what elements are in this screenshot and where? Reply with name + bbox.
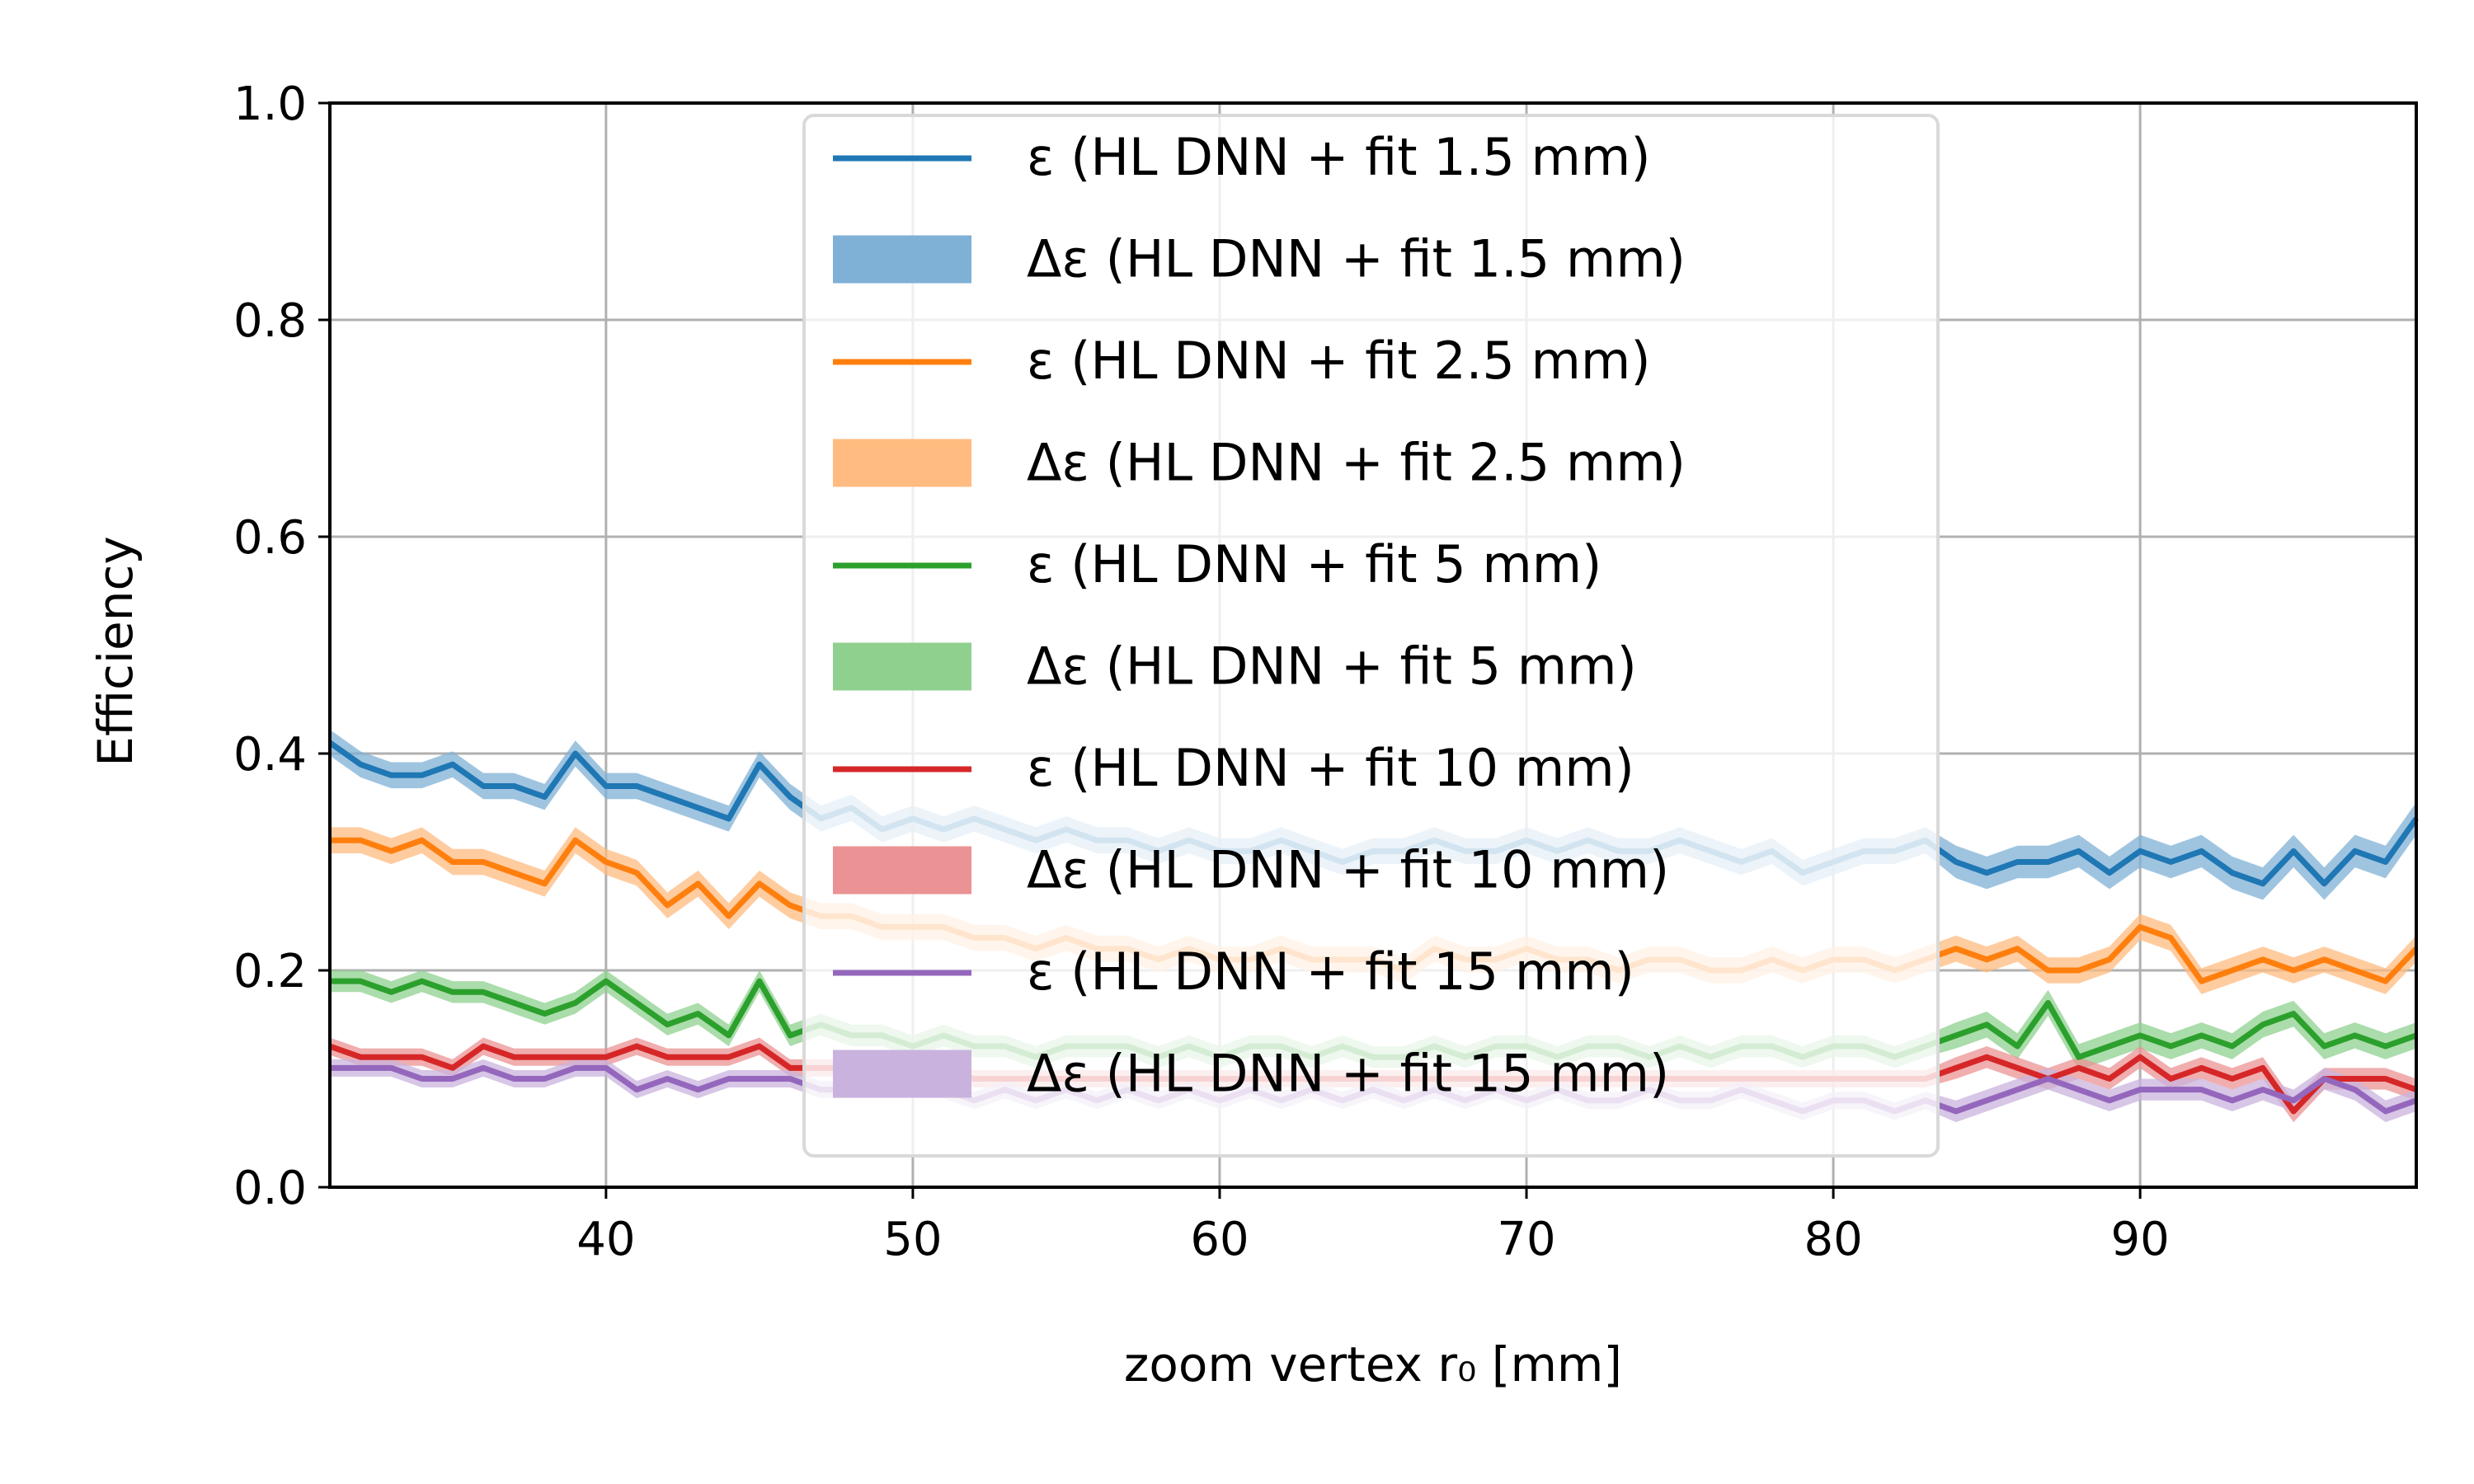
- x-tick-label: 50: [883, 1213, 942, 1266]
- legend-entry-line-label: ε (HL DNN + fit 15 mm): [1027, 942, 1634, 1002]
- legend-entry-band-label: Δε (HL DNN + fit 10 mm): [1027, 840, 1669, 900]
- legend-entry-line-label: ε (HL DNN + fit 2.5 mm): [1027, 331, 1651, 391]
- legend-entry-band-label: Δε (HL DNN + fit 2.5 mm): [1027, 433, 1686, 493]
- legend-band-swatch: [833, 439, 971, 487]
- legend-band-swatch: [833, 846, 971, 895]
- y-tick-label: 0.2: [233, 945, 307, 998]
- legend-entry-band-label: Δε (HL DNN + fit 5 mm): [1027, 636, 1637, 697]
- plot-frame: [328, 101, 2418, 1189]
- y-tick-label: 0.0: [233, 1162, 307, 1215]
- y-tick-label: 1.0: [233, 77, 307, 131]
- legend-entry-line-label: ε (HL DNN + fit 5 mm): [1027, 534, 1602, 594]
- x-tick-label: 60: [1190, 1213, 1249, 1266]
- x-axis-label: zoom vertex r₀ [mm]: [1124, 1336, 1622, 1392]
- legend-frame: [802, 114, 1940, 1158]
- legend-entry-line-label: ε (HL DNN + fit 1.5 mm): [1027, 127, 1651, 187]
- y-tick-label: 0.4: [233, 728, 307, 782]
- legend-band-swatch: [833, 642, 971, 691]
- x-tick-label: 70: [1497, 1213, 1555, 1266]
- x-tick-label: 80: [1804, 1213, 1862, 1266]
- legend-band-swatch: [833, 1050, 971, 1098]
- legend-entry-band-label: Δε (HL DNN + fit 1.5 mm): [1027, 229, 1686, 289]
- legend-entry-band-label: Δε (HL DNN + fit 15 mm): [1027, 1044, 1669, 1104]
- legend: ε (HL DNN + fit 1.5 mm) Δε (HL DNN + fit …: [802, 114, 1940, 1158]
- x-tick-label: 40: [576, 1213, 635, 1266]
- y-axis-label: Efficiency: [87, 536, 143, 766]
- x-tick-label: 90: [2111, 1213, 2170, 1266]
- y-tick-label: 0.8: [233, 294, 307, 348]
- legend-entry-line-label: ε (HL DNN + fit 10 mm): [1027, 738, 1634, 798]
- y-tick-label: 0.6: [233, 511, 307, 565]
- legend-band-swatch: [833, 235, 971, 284]
- axis-ticks: 40 50 60 70 80 90 0.0 0.2 0.4 0.6 0.8 1.0: [233, 77, 2170, 1266]
